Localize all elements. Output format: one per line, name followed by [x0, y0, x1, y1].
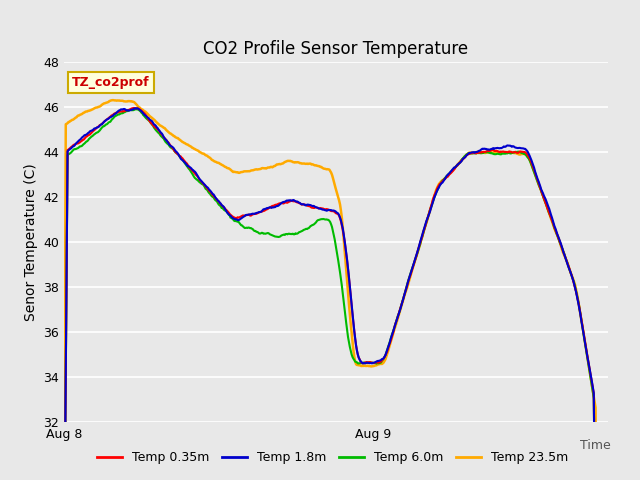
Text: TZ_co2prof: TZ_co2prof: [72, 76, 150, 89]
Temp 0.35m: [375, 360, 383, 365]
Temp 23.5m: [463, 152, 470, 157]
Temp 0.35m: [463, 153, 470, 158]
Temp 0.35m: [130, 105, 138, 111]
Temp 0.35m: [417, 237, 425, 243]
Temp 6.0m: [156, 131, 163, 136]
Temp 6.0m: [131, 107, 139, 112]
Temp 6.0m: [198, 181, 206, 187]
Temp 23.5m: [109, 97, 117, 103]
Temp 6.0m: [302, 226, 310, 232]
Temp 6.0m: [417, 238, 425, 243]
Temp 1.8m: [156, 128, 163, 133]
Temp 23.5m: [198, 150, 206, 156]
Temp 1.8m: [417, 236, 425, 242]
Y-axis label: Senor Temperature (C): Senor Temperature (C): [24, 164, 38, 321]
Title: CO2 Profile Sensor Temperature: CO2 Profile Sensor Temperature: [204, 40, 468, 58]
Line: Temp 23.5m: Temp 23.5m: [64, 100, 597, 480]
Temp 0.35m: [302, 202, 310, 208]
Text: Time: Time: [580, 439, 611, 452]
Temp 1.8m: [375, 358, 383, 363]
Temp 23.5m: [417, 238, 425, 243]
Temp 6.0m: [375, 360, 383, 366]
Legend: Temp 0.35m, Temp 1.8m, Temp 6.0m, Temp 23.5m: Temp 0.35m, Temp 1.8m, Temp 6.0m, Temp 2…: [92, 446, 573, 469]
Temp 6.0m: [463, 152, 470, 157]
Temp 1.8m: [131, 106, 139, 111]
Temp 23.5m: [375, 361, 383, 367]
Line: Temp 1.8m: Temp 1.8m: [64, 108, 597, 480]
Temp 1.8m: [198, 179, 206, 184]
Line: Temp 6.0m: Temp 6.0m: [64, 109, 597, 480]
Temp 1.8m: [463, 153, 470, 158]
Line: Temp 0.35m: Temp 0.35m: [64, 108, 597, 480]
Temp 23.5m: [156, 122, 163, 128]
Temp 0.35m: [156, 128, 163, 134]
Temp 0.35m: [198, 180, 206, 185]
Temp 1.8m: [302, 203, 310, 208]
Temp 23.5m: [302, 161, 310, 167]
